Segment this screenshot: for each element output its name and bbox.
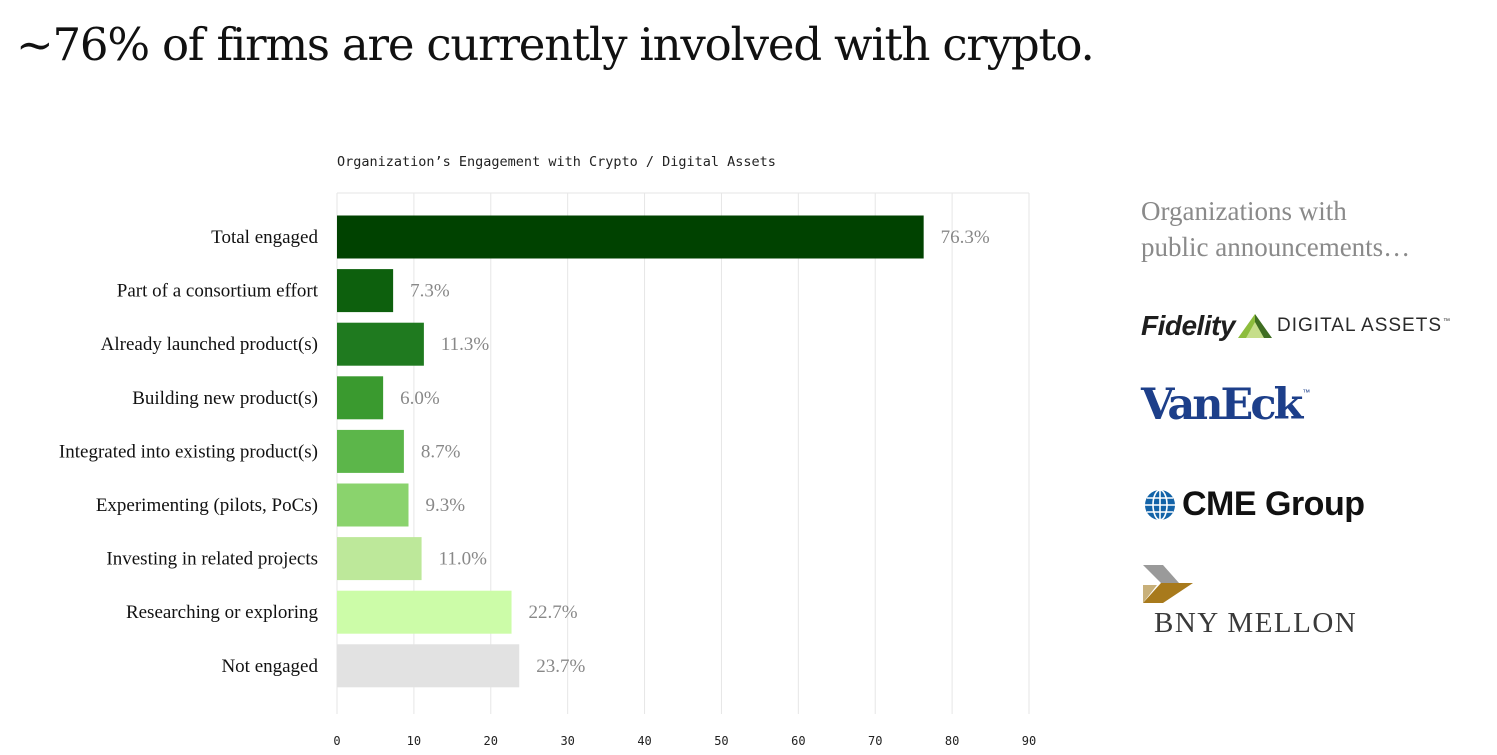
value-label: 7.3% [410, 281, 450, 302]
value-label: 11.0% [439, 549, 488, 570]
side-heading: Organizations with public announcements… [1141, 193, 1481, 265]
x-tick-label: 80 [945, 734, 959, 748]
x-tick-label: 20 [484, 734, 498, 748]
headline: ~76% of firms are currently involved wit… [16, 18, 1095, 71]
globe-icon [1145, 488, 1175, 521]
bar [337, 269, 394, 313]
value-label: 6.0% [400, 388, 440, 409]
category-label: Investing in related projects [106, 549, 318, 570]
bars [337, 215, 924, 688]
x-tick-label: 30 [560, 734, 574, 748]
arrow-mark-icon [1143, 565, 1193, 603]
value-labels: 76.3% 7.3% 11.3% 6.0% 8.7% 9.3% 11.0% 22.7% 23.7… [400, 227, 990, 677]
cme-group-logo: CME Group [1144, 485, 1365, 524]
bar [337, 376, 384, 420]
value-label: 9.3% [426, 495, 466, 516]
pyramid-icon [1238, 314, 1273, 338]
x-tick-label: 60 [791, 734, 805, 748]
category-label: Already launched product(s) [101, 334, 318, 355]
value-label: 23.7% [536, 656, 585, 677]
x-axis-ticks: 0 10 20 30 40 50 60 70 80 90 [333, 734, 1036, 748]
category-label: Part of a consortium effort [117, 281, 319, 302]
value-label: 8.7% [421, 441, 461, 462]
fidelity-subtext: DIGITAL ASSETS [1277, 315, 1443, 336]
x-tick-label: 90 [1022, 734, 1036, 748]
category-label: Total engaged [211, 227, 318, 248]
category-label: Building new product(s) [132, 388, 318, 409]
x-tick-label: 0 [333, 734, 340, 748]
value-label: 76.3% [941, 227, 990, 248]
cme-wordmark: CME Group [1182, 485, 1365, 523]
value-label: 11.3% [441, 334, 490, 355]
vaneck-logo: VanEck ™ [1141, 380, 1311, 430]
x-tick-label: 70 [868, 734, 882, 748]
category-label: Not engaged [221, 656, 318, 677]
fidelity-trademark: ™ [1443, 318, 1451, 325]
chart-title: Organization’s Engagement with Crypto / … [337, 154, 776, 170]
category-label: Researching or exploring [126, 602, 319, 623]
side-heading-line2: public announcements… [1141, 232, 1411, 262]
bny-mellon-wordmark: BNY MELLON [1154, 607, 1358, 639]
bar [337, 483, 409, 527]
category-label: Experimenting (pilots, PoCs) [96, 495, 318, 516]
x-tick-label: 50 [714, 734, 728, 748]
value-label: 22.7% [529, 602, 578, 623]
vaneck-wordmark: VanEck [1141, 380, 1303, 430]
bar [337, 590, 512, 634]
bar [337, 429, 404, 473]
x-tick-label: 40 [637, 734, 651, 748]
bar [337, 322, 424, 366]
bar [337, 537, 422, 581]
vaneck-trademark: ™ [1302, 388, 1311, 397]
bar [337, 215, 924, 259]
bar [337, 644, 520, 688]
category-label: Integrated into existing product(s) [59, 441, 318, 462]
bar-chart: Total engaged Part of a consortium effort… [59, 192, 1036, 748]
category-labels: Total engaged Part of a consortium effort… [59, 227, 319, 677]
bny-mellon-logo: BNY MELLON [1141, 563, 1356, 639]
side-heading-line1: Organizations with [1141, 196, 1347, 226]
fidelity-wordmark: Fidelity [1141, 310, 1236, 341]
fidelity-logo: Fidelity DIGITAL ASSETS ™ [1141, 310, 1450, 342]
x-tick-label: 10 [407, 734, 421, 748]
